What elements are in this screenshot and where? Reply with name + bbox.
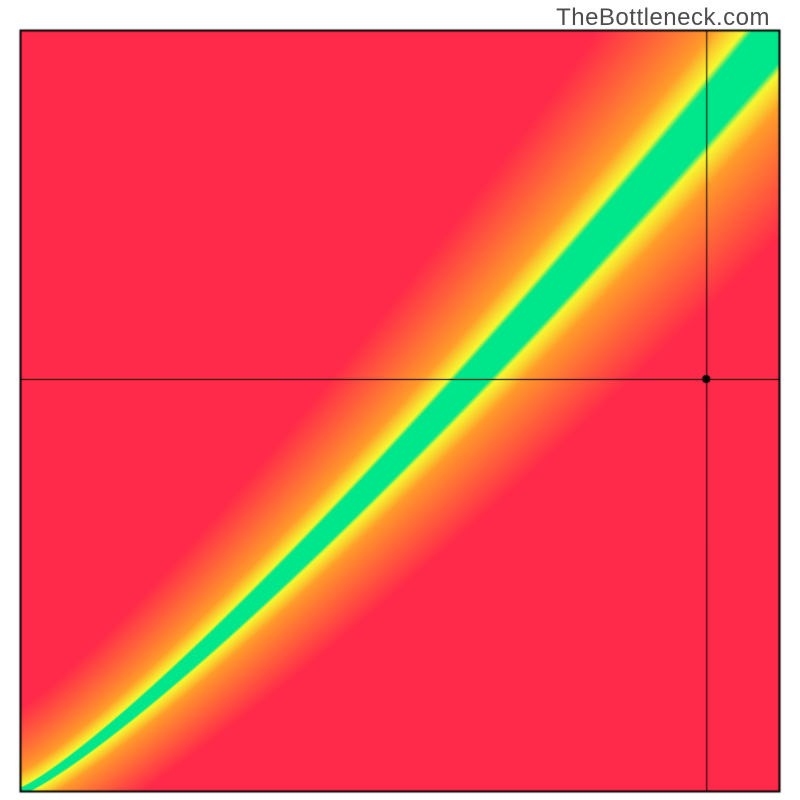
chart-container: TheBottleneck.com [0, 0, 800, 800]
bottleneck-heatmap [0, 0, 800, 800]
watermark-text: TheBottleneck.com [556, 4, 770, 32]
